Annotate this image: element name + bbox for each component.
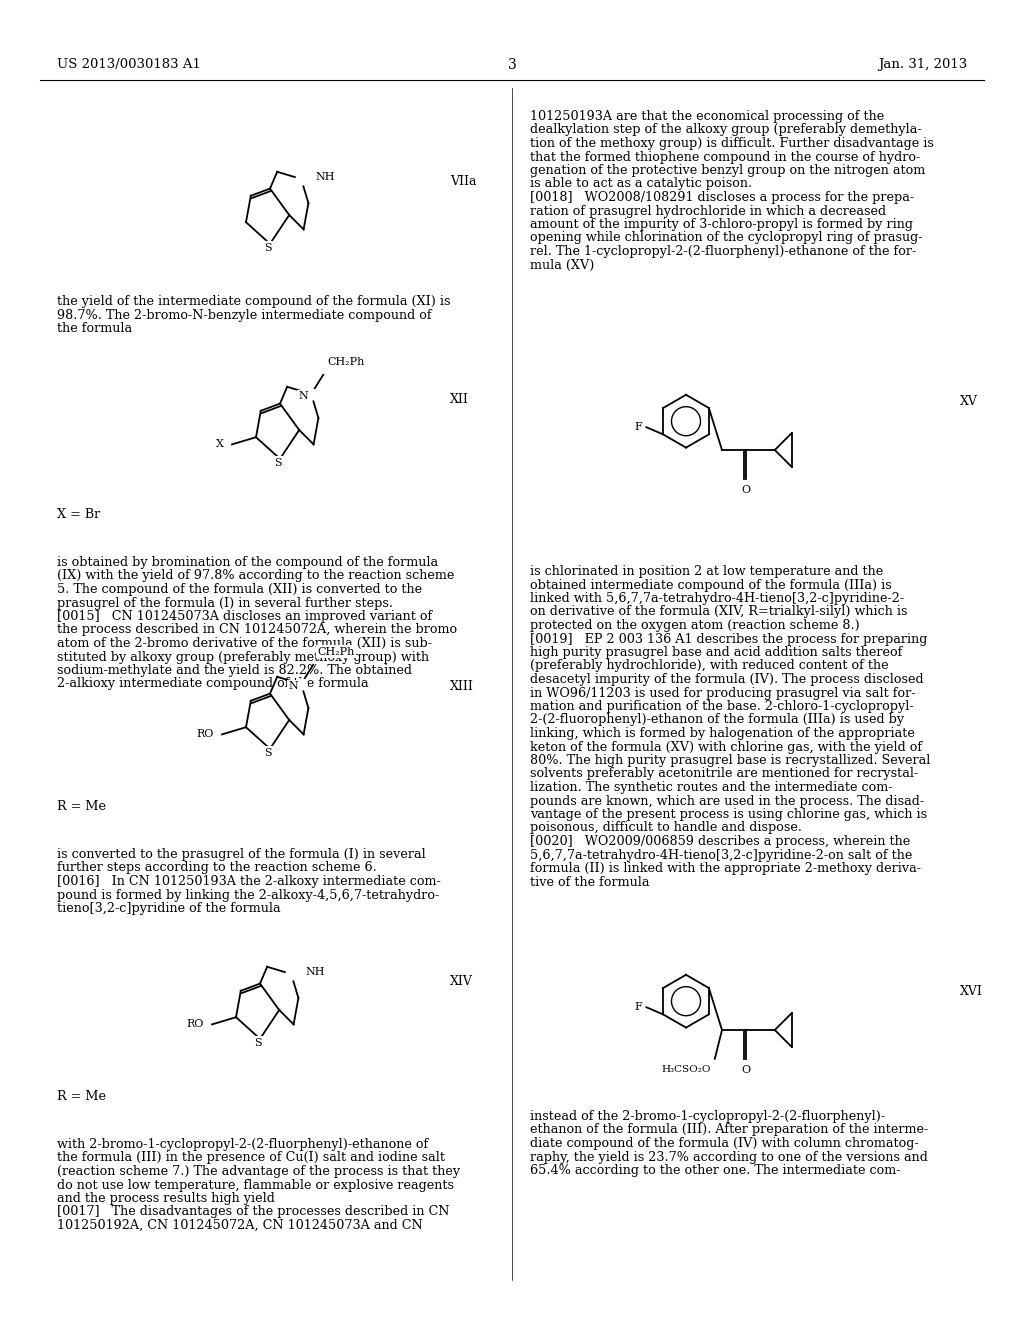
Text: 5,6,7,7a-tetrahydro-4H-tieno[3,2-c]pyridine-2-on salt of the: 5,6,7,7a-tetrahydro-4H-tieno[3,2-c]pyrid… [530, 849, 912, 862]
Text: 3: 3 [508, 58, 516, 73]
Text: the formula (III) in the presence of Cu(I) salt and iodine salt: the formula (III) in the presence of Cu(… [57, 1151, 445, 1164]
Text: O: O [741, 1065, 751, 1074]
Text: is chlorinated in position 2 at low temperature and the: is chlorinated in position 2 at low temp… [530, 565, 884, 578]
Text: formula (II) is linked with the appropriate 2-methoxy deriva-: formula (II) is linked with the appropri… [530, 862, 921, 875]
Text: RO: RO [197, 730, 214, 739]
Text: ration of prasugrel hydrochloride in which a decreased: ration of prasugrel hydrochloride in whi… [530, 205, 886, 218]
Text: and the process results high yield: and the process results high yield [57, 1192, 274, 1205]
Text: mation and purification of the base. 2-chloro-1-cyclopropyl-: mation and purification of the base. 2-c… [530, 700, 913, 713]
Text: R = Me: R = Me [57, 1090, 106, 1104]
Text: mula (XV): mula (XV) [530, 259, 594, 272]
Text: in WO96/11203 is used for producing prasugrel via salt for-: in WO96/11203 is used for producing pras… [530, 686, 915, 700]
Text: poisonous, difficult to handle and dispose.: poisonous, difficult to handle and dispo… [530, 821, 802, 834]
Text: F: F [635, 1002, 642, 1012]
Text: do not use low temperature, flammable or explosive reagents: do not use low temperature, flammable or… [57, 1179, 454, 1192]
Text: linking, which is formed by halogenation of the appropriate: linking, which is formed by halogenation… [530, 727, 914, 741]
Text: rel. The 1-cyclopropyl-2-(2-fluorphenyl)-ethanone of the for-: rel. The 1-cyclopropyl-2-(2-fluorphenyl)… [530, 246, 916, 257]
Text: NH: NH [305, 968, 325, 977]
Text: RO: RO [186, 1019, 204, 1030]
Text: desacetyl impurity of the formula (IV). The process disclosed: desacetyl impurity of the formula (IV). … [530, 673, 924, 686]
Text: dealkylation step of the alkoxy group (preferably demethyla-: dealkylation step of the alkoxy group (p… [530, 124, 922, 136]
Text: 2-(2-fluorophenyl)-ethanon of the formula (IIIa) is used by: 2-(2-fluorophenyl)-ethanon of the formul… [530, 714, 904, 726]
Text: 101250193A are that the economical processing of the: 101250193A are that the economical proce… [530, 110, 885, 123]
Text: US 2013/0030183 A1: US 2013/0030183 A1 [57, 58, 201, 71]
Text: [0017]   The disadvantages of the processes described in CN: [0017] The disadvantages of the processe… [57, 1205, 450, 1218]
Text: 98.7%. The 2-bromo-N-benzyle intermediate compound of: 98.7%. The 2-bromo-N-benzyle intermediat… [57, 309, 432, 322]
Text: genation of the protective benzyl group on the nitrogen atom: genation of the protective benzyl group … [530, 164, 926, 177]
Text: [0016]   In CN 101250193A the 2-alkoxy intermediate com-: [0016] In CN 101250193A the 2-alkoxy int… [57, 875, 440, 888]
Text: XII: XII [450, 393, 469, 407]
Text: high purity prasugrel base and acid addition salts thereof: high purity prasugrel base and acid addi… [530, 645, 902, 659]
Text: amount of the impurity of 3-chloro-propyl is formed by ring: amount of the impurity of 3-chloro-propy… [530, 218, 913, 231]
Text: that the formed thiophene compound in the course of hydro-: that the formed thiophene compound in th… [530, 150, 921, 164]
Text: N: N [289, 681, 298, 690]
Text: the formula: the formula [57, 322, 132, 335]
Text: 2-alkioxy intermediate compound of the formula: 2-alkioxy intermediate compound of the f… [57, 677, 369, 690]
Text: prasugrel of the formula (I) in several further steps.: prasugrel of the formula (I) in several … [57, 597, 393, 610]
Text: (IX) with the yield of 97.8% according to the reaction scheme: (IX) with the yield of 97.8% according t… [57, 569, 455, 582]
Text: XIV: XIV [450, 975, 473, 987]
Text: S: S [264, 748, 271, 758]
Text: atom of the 2-bromo derivative of the formula (XII) is sub-: atom of the 2-bromo derivative of the fo… [57, 638, 432, 649]
Text: XIII: XIII [450, 680, 474, 693]
Text: 101250192A, CN 101245072A, CN 101245073A and CN: 101250192A, CN 101245072A, CN 101245073A… [57, 1218, 423, 1232]
Text: tieno[3,2-c]pyridine of the formula: tieno[3,2-c]pyridine of the formula [57, 902, 281, 915]
Text: sodium-methylate and the yield is 82.2%. The obtained: sodium-methylate and the yield is 82.2%.… [57, 664, 412, 677]
Text: CH₂Ph: CH₂Ph [328, 356, 365, 367]
Text: stituted by alkoxy group (preferably methoxy group) with: stituted by alkoxy group (preferably met… [57, 651, 429, 664]
Text: raphy, the yield is 23.7% according to one of the versions and: raphy, the yield is 23.7% according to o… [530, 1151, 928, 1163]
Text: (preferably hydrochloride), with reduced content of the: (preferably hydrochloride), with reduced… [530, 660, 889, 672]
Text: instead of the 2-bromo-1-cyclopropyl-2-(2-fluorphenyl)-: instead of the 2-bromo-1-cyclopropyl-2-(… [530, 1110, 885, 1123]
Text: lization. The synthetic routes and the intermediate com-: lization. The synthetic routes and the i… [530, 781, 893, 795]
Text: Jan. 31, 2013: Jan. 31, 2013 [878, 58, 967, 71]
Text: VIIa: VIIa [450, 176, 476, 187]
Text: is obtained by bromination of the compound of the formula: is obtained by bromination of the compou… [57, 556, 438, 569]
Text: S: S [254, 1038, 262, 1048]
Text: solvents preferably acetonitrile are mentioned for recrystal-: solvents preferably acetonitrile are men… [530, 767, 919, 780]
Text: [0015]   CN 101245073A discloses an improved variant of: [0015] CN 101245073A discloses an improv… [57, 610, 432, 623]
Text: tive of the formula: tive of the formula [530, 875, 649, 888]
Text: N: N [298, 391, 308, 401]
Text: XVI: XVI [961, 985, 983, 998]
Text: H₃CSO₂O: H₃CSO₂O [662, 1065, 711, 1073]
Text: tion of the methoxy group) is difficult. Further disadvantage is: tion of the methoxy group) is difficult.… [530, 137, 934, 150]
Text: [0019]   EP 2 003 136 A1 describes the process for preparing: [0019] EP 2 003 136 A1 describes the pro… [530, 632, 928, 645]
Text: the yield of the intermediate compound of the formula (XI) is: the yield of the intermediate compound o… [57, 294, 451, 308]
Text: O: O [741, 484, 751, 495]
Text: 65.4% according to the other one. The intermediate com-: 65.4% according to the other one. The in… [530, 1164, 900, 1177]
Text: 80%. The high purity prasugrel base is recrystallized. Several: 80%. The high purity prasugrel base is r… [530, 754, 931, 767]
Text: linked with 5,6,7,7a-tetrahydro-4H-tieno[3,2-c]pyridine-2-: linked with 5,6,7,7a-tetrahydro-4H-tieno… [530, 591, 904, 605]
Text: [0018]   WO2008/108291 discloses a process for the prepa-: [0018] WO2008/108291 discloses a process… [530, 191, 914, 205]
Text: pounds are known, which are used in the process. The disad-: pounds are known, which are used in the … [530, 795, 924, 808]
Text: (reaction scheme 7.) The advantage of the process is that they: (reaction scheme 7.) The advantage of th… [57, 1166, 460, 1177]
Text: protected on the oxygen atom (reaction scheme 8.): protected on the oxygen atom (reaction s… [530, 619, 860, 632]
Text: keton of the formula (XV) with chlorine gas, with the yield of: keton of the formula (XV) with chlorine … [530, 741, 923, 754]
Text: vantage of the present process is using chlorine gas, which is: vantage of the present process is using … [530, 808, 927, 821]
Text: on derivative of the formula (XIV, R=trialkyl-silyl) which is: on derivative of the formula (XIV, R=tri… [530, 606, 907, 619]
Text: XV: XV [961, 395, 978, 408]
Text: [0020]   WO2009/006859 describes a process, wherein the: [0020] WO2009/006859 describes a process… [530, 836, 910, 847]
Text: X = Br: X = Br [57, 508, 100, 521]
Text: S: S [264, 243, 271, 253]
Text: ethanon of the formula (III). After preparation of the interme-: ethanon of the formula (III). After prep… [530, 1123, 928, 1137]
Text: NH: NH [315, 172, 335, 182]
Text: is able to act as a catalytic poison.: is able to act as a catalytic poison. [530, 177, 752, 190]
Text: S: S [274, 458, 282, 467]
Text: obtained intermediate compound of the formula (IIIa) is: obtained intermediate compound of the fo… [530, 578, 892, 591]
Text: F: F [635, 422, 642, 432]
Text: R = Me: R = Me [57, 800, 106, 813]
Text: is converted to the prasugrel of the formula (I) in several: is converted to the prasugrel of the for… [57, 847, 426, 861]
Text: pound is formed by linking the 2-alkoxy-4,5,6,7-tetrahydro-: pound is formed by linking the 2-alkoxy-… [57, 888, 439, 902]
Text: 5. The compound of the formula (XII) is converted to the: 5. The compound of the formula (XII) is … [57, 583, 422, 597]
Text: X: X [216, 440, 224, 449]
Text: the process described in CN 101245072A, wherein the bromo: the process described in CN 101245072A, … [57, 623, 457, 636]
Text: further steps according to the reaction scheme 6.: further steps according to the reaction … [57, 862, 377, 874]
Text: CH₂Ph: CH₂Ph [317, 647, 354, 657]
Text: with 2-bromo-1-cyclopropyl-2-(2-fluorphenyl)-ethanone of: with 2-bromo-1-cyclopropyl-2-(2-fluorphe… [57, 1138, 428, 1151]
Text: opening while chlorination of the cyclopropyl ring of prasug-: opening while chlorination of the cyclop… [530, 231, 923, 244]
Text: diate compound of the formula (IV) with column chromatog-: diate compound of the formula (IV) with … [530, 1137, 919, 1150]
